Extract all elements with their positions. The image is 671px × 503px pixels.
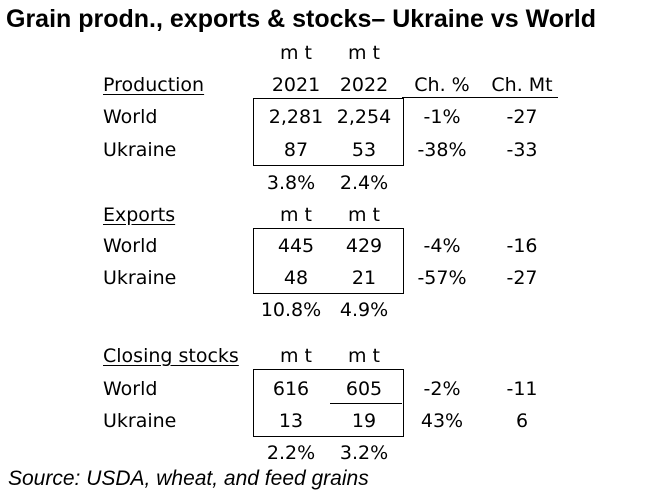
exports-row-world-2021: 445 (277, 235, 315, 257)
exports-row-world-pct: -4% (423, 235, 461, 257)
stocks-row-world-2021: 616 (272, 378, 310, 400)
production-row-ukraine-2022: 53 (351, 139, 377, 161)
exports-row-ukraine-2021: 48 (283, 267, 309, 289)
exports-row-world-label: World (103, 235, 158, 257)
exports-row-ukraine-mt: -27 (506, 267, 538, 289)
stocks-row-ukraine-2022: 19 (351, 410, 377, 432)
stocks-row-world-mt: -11 (506, 378, 538, 400)
exports-row-ukraine-2022: 21 (351, 267, 377, 289)
production-heading: Production (103, 74, 205, 96)
production-row-world-label: World (103, 106, 158, 128)
exports-heading: Exports (103, 204, 176, 226)
unit-label-2022: m t (348, 42, 380, 64)
stocks-divider (330, 403, 402, 404)
stocks-row-ukraine-label: Ukraine (103, 410, 177, 432)
stocks-heading: Closing stocks (103, 345, 239, 367)
stocks-row-world-pct: -2% (423, 378, 461, 400)
production-row-ukraine-2021: 87 (283, 139, 309, 161)
year-2022-header: 2022 (339, 74, 389, 96)
exports-unit-2021: m t (280, 204, 312, 226)
stocks-row-world-2022: 605 (345, 378, 383, 400)
production-row-ukraine-mt: -33 (506, 139, 538, 161)
exports-row-ukraine-label: Ukraine (103, 267, 177, 289)
stocks-row-ukraine-2021: 13 (278, 410, 304, 432)
stocks-share-2022: 3.2% (339, 442, 389, 464)
year-2021-header: 2021 (271, 74, 321, 96)
production-row-ukraine-label: Ukraine (103, 139, 177, 161)
page-title: Grain prodn., exports & stocks– Ukraine … (6, 5, 596, 33)
exports-unit-2022: m t (348, 204, 380, 226)
source-note: Source: USDA, wheat, and feed grains (8, 467, 369, 490)
exports-row-ukraine-pct: -57% (417, 267, 467, 289)
stocks-row-world-label: World (103, 378, 158, 400)
exports-share-2022: 4.9% (339, 299, 389, 321)
production-value-box (253, 98, 404, 166)
stocks-share-2021: 2.2% (266, 442, 316, 464)
production-share-2021: 3.8% (266, 172, 316, 194)
exports-share-2021: 10.8% (260, 299, 322, 321)
stocks-unit-2022: m t (348, 345, 380, 367)
unit-label-2021: m t (280, 42, 312, 64)
header-underline (402, 97, 558, 98)
exports-row-world-2022: 429 (345, 235, 383, 257)
production-row-world-2022: 2,254 (336, 106, 392, 128)
exports-value-box (253, 228, 404, 294)
change-pct-header: Ch. % (414, 74, 470, 96)
stocks-row-ukraine-mt: 6 (515, 410, 529, 432)
stocks-unit-2021: m t (280, 345, 312, 367)
stocks-value-box (253, 369, 404, 437)
production-row-world-pct: -1% (423, 106, 461, 128)
stocks-row-ukraine-pct: 43% (420, 410, 464, 432)
exports-row-world-mt: -16 (506, 235, 538, 257)
production-row-world-2021: 2,281 (268, 106, 324, 128)
change-mt-header: Ch. Mt (491, 74, 553, 96)
production-share-2022: 2.4% (339, 172, 389, 194)
production-row-world-mt: -27 (506, 106, 538, 128)
production-row-ukraine-pct: -38% (417, 139, 467, 161)
